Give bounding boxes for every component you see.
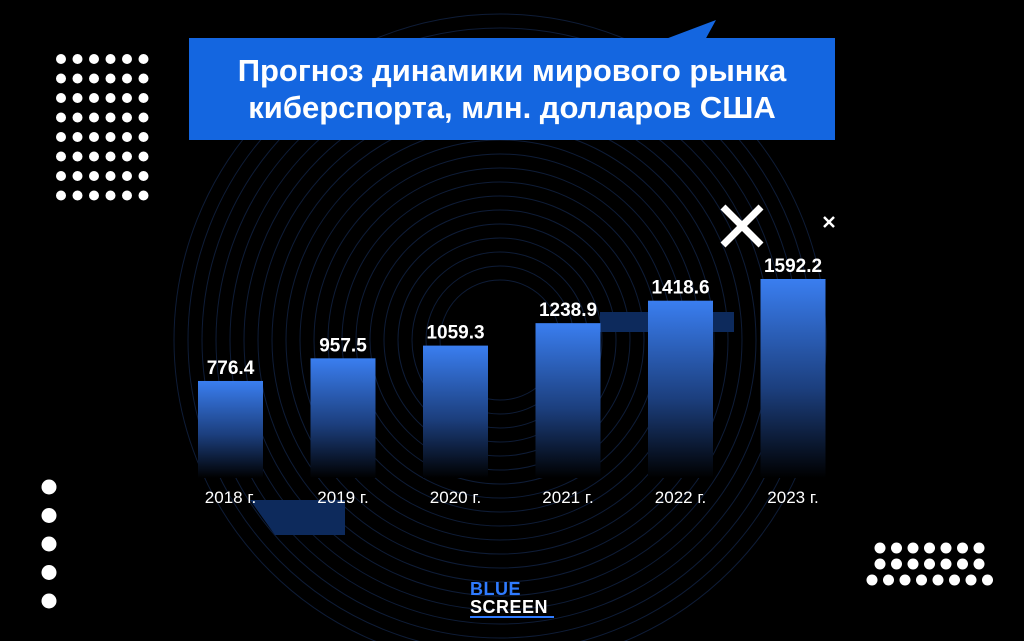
bar-value-label: 1418.6 (651, 278, 709, 299)
bar-value-label: 776.4 (207, 358, 255, 379)
dot-grid-bottom-right (866, 542, 993, 586)
category-label: 2021 г. (542, 488, 593, 507)
brand-logo: BLUE SCREEN (470, 580, 570, 618)
chart-title: Прогноз динамики мирового рынка киберспо… (189, 38, 835, 140)
bar-value-label: 1238.9 (539, 300, 597, 321)
cross-icon-large (720, 204, 764, 248)
category-label: 2020 г. (430, 488, 481, 507)
logo-line1: BLUE (470, 579, 521, 599)
bar (535, 323, 601, 478)
bar (423, 345, 488, 478)
category-label: 2023 г. (767, 488, 818, 507)
category-label: 2019 г. (317, 488, 368, 507)
chart-title-line2: киберспорта, млн. долларов США (248, 90, 776, 125)
bar-value-label: 957.5 (319, 335, 367, 356)
title-tail-shape (663, 20, 716, 40)
bar (310, 358, 376, 478)
dot-column-left (41, 479, 57, 609)
dot-grid-top-left (56, 54, 149, 201)
accent-strip (250, 500, 345, 535)
category-label: 2022 г. (655, 488, 706, 507)
bar (760, 279, 826, 478)
chart-title-line1: Прогноз динамики мирового рынка (237, 53, 787, 88)
logo-line2: SCREEN (470, 598, 554, 618)
bar (648, 300, 713, 478)
cross-icon-small (823, 216, 835, 228)
category-label: 2018 г. (205, 488, 256, 507)
bar (198, 380, 263, 478)
bar-value-label: 1059.3 (426, 323, 484, 344)
bar-value-label: 1592.2 (764, 256, 822, 277)
